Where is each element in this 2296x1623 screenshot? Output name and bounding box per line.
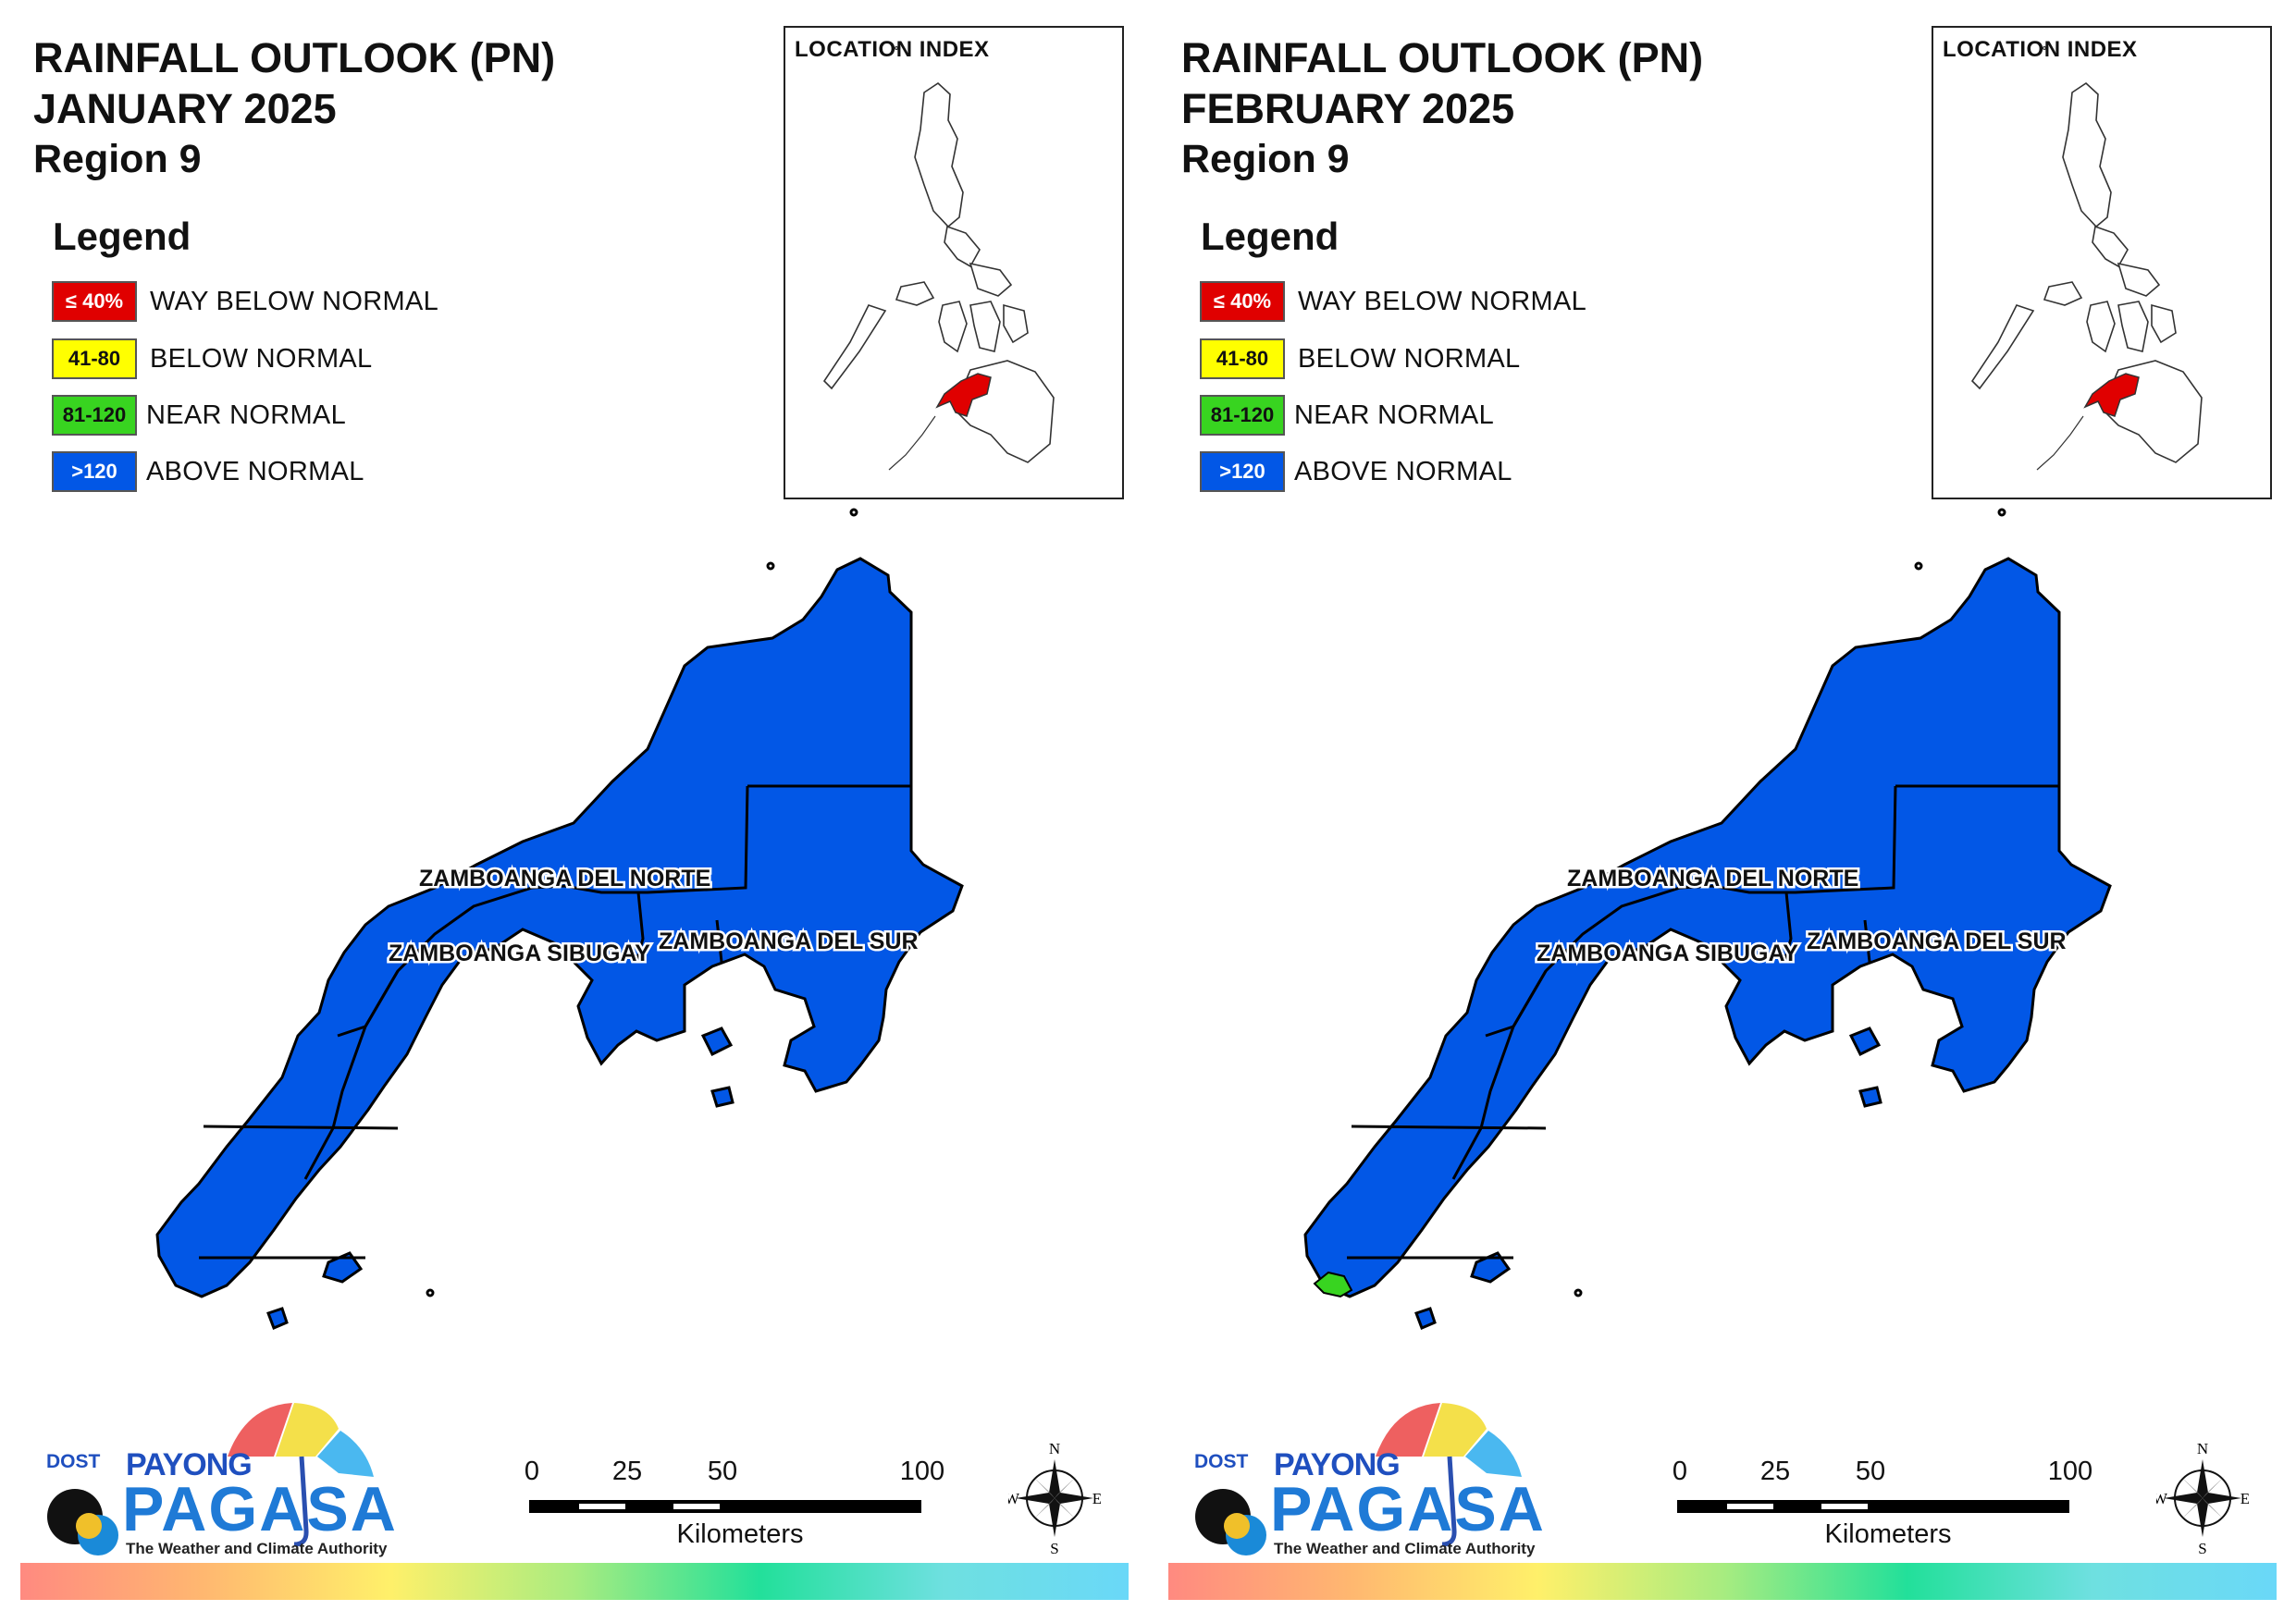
compass-e: E: [1092, 1490, 1101, 1507]
location-index-inset: LOCATION INDEX: [784, 26, 1124, 499]
logo-pagasa-text: PAGASA: [1270, 1474, 1546, 1544]
province-label-zamboanga-del-sur: ZAMBOANGA DEL SUR: [659, 928, 919, 954]
province-label-zamboanga-sibugay: ZAMBOANGA SIBUGAY: [389, 941, 650, 966]
philippines-outline-icon: [822, 45, 1055, 471]
province-label-zamboanga-del-norte: ZAMBOANGA DEL NORTE: [1567, 866, 1858, 891]
location-index-inset: LOCATION INDEX: [1932, 26, 2272, 499]
legend-swatch: >120: [1200, 451, 1285, 492]
region-9-highlight: [2083, 373, 2140, 417]
outlook-panel-february: RAINFALL OUTLOOK (PN) FEBRUARY 2025 Regi…: [1148, 0, 2296, 1623]
compass-w: W: [1008, 1490, 1020, 1507]
map-title: RAINFALL OUTLOOK (PN) JANUARY 2025 Regio…: [33, 33, 555, 183]
legend-item-near-normal: 81-120 NEAR NORMAL: [52, 395, 346, 436]
compass-w: W: [2156, 1490, 2168, 1507]
title-line-1: RAINFALL OUTLOOK (PN): [33, 34, 556, 81]
logo-dost-text: DOST: [46, 1451, 101, 1472]
legend-item-below-normal: 41-80 BELOW NORMAL: [52, 338, 372, 379]
scale-tick-label: 0: [1672, 1457, 1688, 1486]
umbrella-logo-icon: [1195, 1400, 1533, 1555]
legend-label: BELOW NORMAL: [150, 343, 373, 374]
logo-tagline: The Weather and Climate Authority: [126, 1540, 388, 1557]
legend-title: Legend: [1201, 215, 1339, 258]
umbrella-logo-icon: [47, 1400, 385, 1555]
legend-item-above-normal: >120 ABOVE NORMAL: [1200, 451, 1512, 492]
decorative-gradient-bar: [20, 1563, 1129, 1600]
title-line-1: RAINFALL OUTLOOK (PN): [1181, 34, 1704, 81]
decorative-gradient-bar: [1168, 1563, 2277, 1600]
legend-item-near-normal: 81-120 NEAR NORMAL: [1200, 395, 1494, 436]
scale-tick-label: 25: [611, 1457, 643, 1486]
scale-bar-graphic: [529, 1500, 921, 1513]
mainland-above-normal: [155, 557, 964, 1298]
title-line-2: FEBRUARY 2025: [1181, 84, 1515, 132]
legend-item-way-below-normal: ≤ 40% WAY BELOW NORMAL: [1200, 281, 1586, 322]
province-label-zamboanga-sibugay: ZAMBOANGA SIBUGAY: [1537, 941, 1798, 966]
payong-pagasa-logo: DOST PAYONG PAGASA The Weather and Clima…: [1181, 1392, 1544, 1563]
legend-label: NEAR NORMAL: [1294, 400, 1494, 430]
province-label-zamboanga-del-norte: ZAMBOANGA DEL NORTE: [419, 866, 710, 891]
scale-tick-label: 25: [1759, 1457, 1791, 1486]
legend-swatch: 41-80: [52, 338, 137, 379]
legend-swatch: >120: [52, 451, 137, 492]
scale-tick-label: 100: [2047, 1457, 2093, 1486]
legend-label: ABOVE NORMAL: [1294, 456, 1512, 486]
outlook-panel-january: RAINFALL OUTLOOK (PN) JANUARY 2025 Regio…: [20, 26, 1129, 1600]
compass-rose-icon: N S W E: [2153, 1440, 2250, 1557]
scale-bar: 0 25 50 100 Kilometers: [1672, 1457, 2101, 1549]
scale-tick-label: 50: [707, 1457, 738, 1486]
region-9-map: ZAMBOANGA DEL NORTE ZAMBOANGA SIBUGAY ZA…: [1303, 508, 2112, 1330]
north-arrow-compass: N S W E: [2153, 1440, 2250, 1557]
inset-label: LOCATION INDEX: [1943, 37, 2138, 62]
scale-unit: Kilometers: [1824, 1519, 1952, 1549]
compass-n: N: [1049, 1441, 1060, 1457]
logo-payong-text: PAYONG: [1274, 1447, 1401, 1482]
payong-pagasa-logo: DOST PAYONG PAGASA The Weather and Clima…: [33, 1392, 396, 1563]
north-arrow-compass: N S W E: [1005, 1440, 1102, 1557]
legend-title: Legend: [53, 215, 191, 258]
philippines-outline-icon: [1970, 45, 2203, 471]
legend-swatch: ≤ 40%: [1200, 281, 1285, 322]
map-title: RAINFALL OUTLOOK (PN) FEBRUARY 2025 Regi…: [1181, 33, 1703, 183]
inset-label: LOCATION INDEX: [795, 37, 990, 62]
scale-tick-label: 100: [899, 1457, 945, 1486]
legend-item-above-normal: >120 ABOVE NORMAL: [52, 451, 364, 492]
legend-label: WAY BELOW NORMAL: [150, 286, 439, 316]
legend-label: BELOW NORMAL: [1298, 343, 1521, 374]
scale-bar-graphic: [1677, 1500, 2069, 1513]
logo-pagasa-text: PAGASA: [122, 1474, 398, 1544]
legend-item-way-below-normal: ≤ 40% WAY BELOW NORMAL: [52, 281, 438, 322]
compass-e: E: [2240, 1490, 2249, 1507]
legend-swatch: 81-120: [1200, 395, 1285, 436]
legend-label: NEAR NORMAL: [146, 400, 346, 430]
legend-swatch: 41-80: [1200, 338, 1285, 379]
mainland-above-normal: [1303, 557, 2112, 1298]
scale-bar: 0 25 50 100 Kilometers: [524, 1457, 953, 1549]
scale-unit: Kilometers: [676, 1519, 804, 1549]
legend-label: WAY BELOW NORMAL: [1298, 286, 1587, 316]
legend-swatch: 81-120: [52, 395, 137, 436]
logo-payong-text: PAYONG: [126, 1447, 253, 1482]
logo-dost-text: DOST: [1194, 1451, 1249, 1472]
legend-swatch: ≤ 40%: [52, 281, 137, 322]
compass-s: S: [1050, 1540, 1058, 1555]
title-line-2: JANUARY 2025: [33, 84, 337, 132]
compass-s: S: [2198, 1540, 2206, 1555]
scale-tick-label: 50: [1855, 1457, 1886, 1486]
title-line-3: Region 9: [1181, 136, 1350, 181]
title-line-3: Region 9: [33, 136, 202, 181]
compass-n: N: [2197, 1441, 2208, 1457]
province-label-zamboanga-del-sur: ZAMBOANGA DEL SUR: [1807, 928, 2067, 954]
near-normal-patch: [1313, 1271, 1353, 1298]
region-9-highlight: [935, 373, 992, 417]
legend-label: ABOVE NORMAL: [146, 456, 364, 486]
logo-tagline: The Weather and Climate Authority: [1274, 1540, 1536, 1557]
scale-tick-label: 0: [524, 1457, 540, 1486]
region-9-map: ZAMBOANGA DEL NORTE ZAMBOANGA SIBUGAY ZA…: [155, 508, 964, 1330]
compass-rose-icon: N S W E: [1005, 1440, 1102, 1557]
legend-item-below-normal: 41-80 BELOW NORMAL: [1200, 338, 1520, 379]
